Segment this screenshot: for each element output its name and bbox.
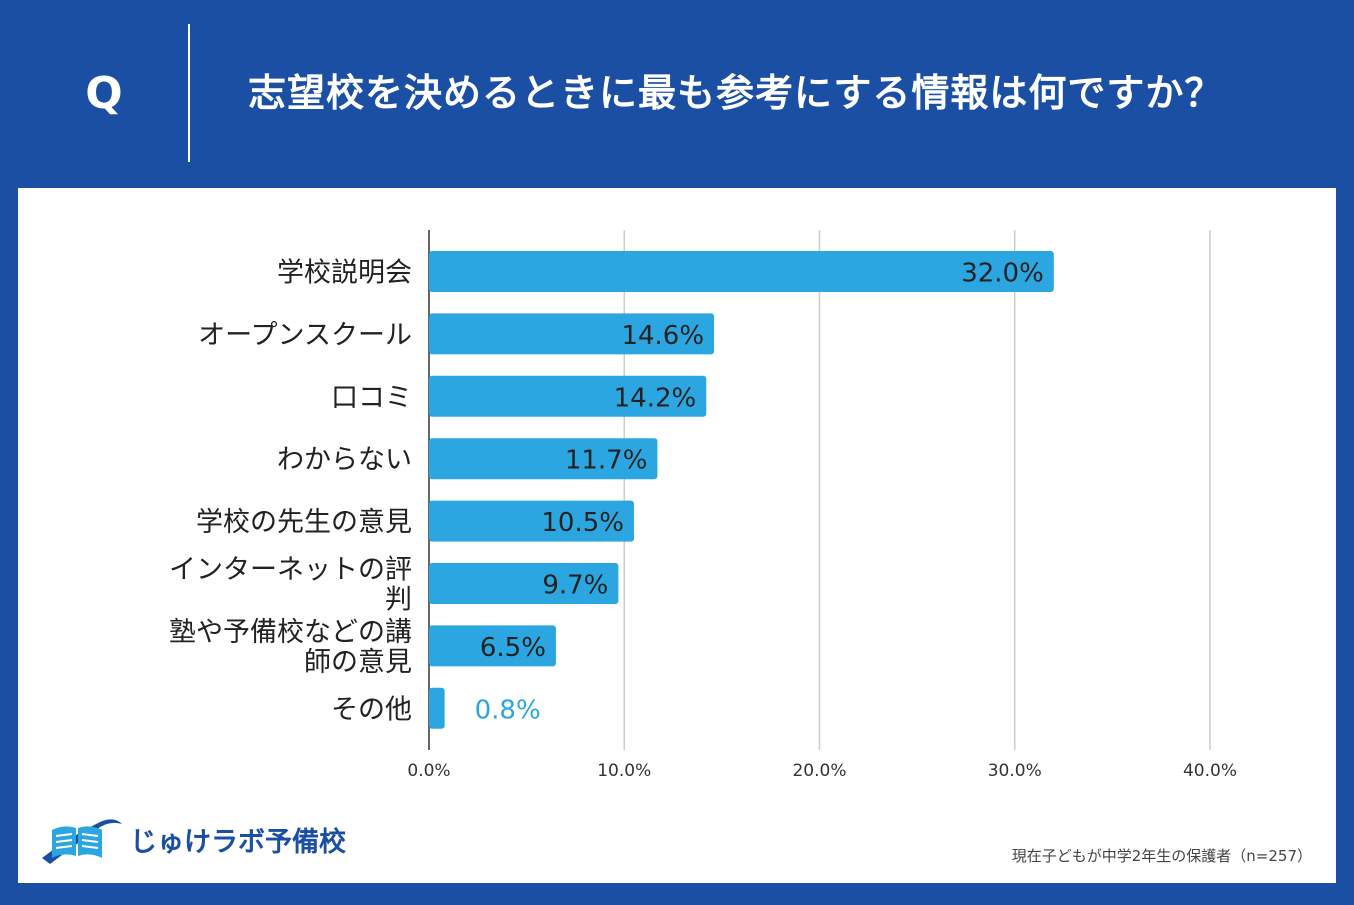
value-label: 32.0% <box>961 259 1044 289</box>
value-label: 0.8% <box>475 695 541 725</box>
chart-panel <box>18 188 1336 883</box>
q-label: Q <box>85 68 123 119</box>
x-tick-label: 20.0% <box>792 761 846 781</box>
book-icon <box>42 819 122 864</box>
bar <box>429 251 1054 292</box>
bar <box>429 563 619 604</box>
category-label: インターネットの評 <box>169 555 412 586</box>
x-tick-label: 0.0% <box>407 761 450 781</box>
category-label: 学校の先生の意見 <box>196 507 412 538</box>
question-title: 志望校を決めるときに最も参考にする情報は何ですか？ <box>248 71 1224 115</box>
value-label: 9.7% <box>542 571 608 601</box>
bar <box>429 375 707 417</box>
category-label: 学校説明会 <box>277 258 412 289</box>
category-label: 師の意見 <box>304 647 412 678</box>
bar <box>429 500 635 542</box>
logo: じゅけラボ予備校 <box>38 808 358 870</box>
value-label: 14.2% <box>614 383 697 413</box>
header: Q 志望校を決めるときに最も参考にする情報は何ですか？ <box>0 0 1354 188</box>
x-tick-label: 30.0% <box>988 761 1042 781</box>
value-label: 11.7% <box>565 446 648 476</box>
category-label: わからない <box>277 445 412 476</box>
bar <box>429 438 658 480</box>
category-label: 塾や予備校などの講 <box>169 617 412 648</box>
footnote: 現在子どもが中学2年生の保護者（n=257） <box>1011 847 1312 865</box>
bar <box>429 625 556 667</box>
bar <box>429 313 715 355</box>
category-label: 口コミ <box>331 382 412 413</box>
x-tick-label: 40.0% <box>1183 761 1237 781</box>
x-tick-label: 10.0% <box>597 761 651 781</box>
category-label: 判 <box>385 585 412 616</box>
value-label: 14.6% <box>621 321 704 351</box>
logo-text: じゅけラボ予備校 <box>130 827 346 858</box>
value-label: 10.5% <box>541 508 624 538</box>
header-divider <box>188 24 190 162</box>
value-label: 6.5% <box>480 633 546 663</box>
category-label: オープンスクール <box>198 320 412 351</box>
category-label: その他 <box>331 694 412 725</box>
bar <box>429 687 445 729</box>
